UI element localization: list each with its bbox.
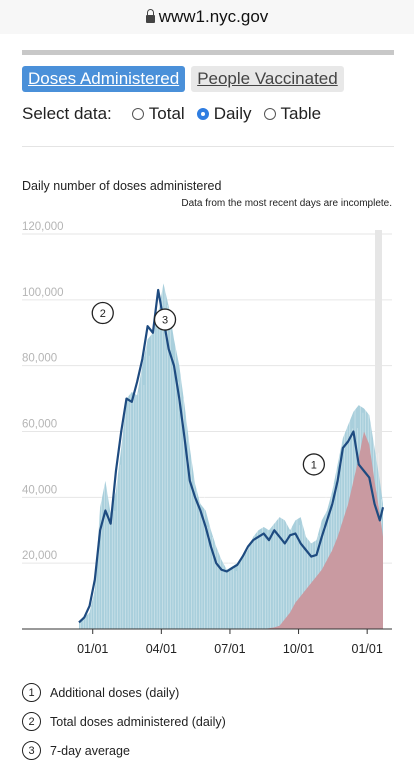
y-tick-label: 80,000 bbox=[22, 353, 57, 365]
select-data-label: Select data: bbox=[22, 104, 112, 123]
x-tick-label: 10/01 bbox=[283, 642, 314, 656]
legend-marker-2: 2 bbox=[22, 712, 41, 731]
x-tick-label: 01/01 bbox=[77, 642, 108, 656]
radio-daily-label: Daily bbox=[213, 104, 252, 123]
divider-line bbox=[22, 146, 394, 147]
y-tick-label: 60,000 bbox=[22, 419, 57, 431]
annotation-label: 1 bbox=[311, 459, 317, 471]
legend-label-additional: Additional doses (daily) bbox=[50, 685, 180, 700]
annotation-marker bbox=[91, 301, 114, 325]
radio-table-label: Table bbox=[280, 104, 322, 123]
y-tick-label: 100,000 bbox=[22, 287, 64, 299]
address-bar[interactable]: www1.nyc.gov bbox=[0, 0, 414, 34]
tab-people-vaccinated[interactable]: People Vaccinated bbox=[191, 66, 344, 92]
annotation-marker bbox=[153, 308, 177, 331]
y-tick-label: 20,000 bbox=[22, 550, 57, 562]
annotation-marker bbox=[302, 453, 326, 476]
url-text: www1.nyc.gov bbox=[158, 7, 269, 26]
lock-icon bbox=[145, 9, 155, 23]
radio-table[interactable]: Table bbox=[263, 104, 322, 124]
legend-item-total: 2 Total doses administered (daily) bbox=[22, 707, 226, 736]
series-additional-doses-area bbox=[263, 431, 383, 629]
x-tick-label: 01/01 bbox=[352, 642, 383, 656]
section-divider bbox=[22, 50, 394, 55]
radio-total-label: Total bbox=[148, 104, 185, 123]
legend-marker-1: 1 bbox=[22, 683, 41, 702]
legend-label-total: Total doses administered (daily) bbox=[50, 714, 226, 729]
y-tick-label: 120,000 bbox=[22, 221, 64, 233]
chart-title: Daily number of doses administered bbox=[22, 179, 222, 193]
series-total-doses-area bbox=[79, 283, 383, 629]
legend-item-average: 3 7-day average bbox=[22, 736, 226, 765]
radio-table-circle-icon[interactable] bbox=[263, 108, 276, 120]
annotation-label: 3 bbox=[162, 315, 168, 327]
chart-legend: 1 Additional doses (daily) 2 Total doses… bbox=[22, 678, 226, 765]
x-tick-label: 07/01 bbox=[214, 642, 245, 656]
chart-note: Data from the most recent days are incom… bbox=[181, 198, 392, 209]
series-7day-average-line bbox=[78, 288, 385, 624]
y-tick-label: 40,000 bbox=[22, 484, 57, 496]
legend-marker-3: 3 bbox=[22, 741, 41, 760]
data-selector: Select data: Total Daily Table bbox=[22, 104, 333, 124]
radio-daily[interactable]: Daily bbox=[196, 104, 252, 124]
incomplete-data-band bbox=[375, 230, 382, 629]
tab-bar: Doses Administered People Vaccinated bbox=[22, 66, 344, 92]
radio-total-circle-icon[interactable] bbox=[131, 108, 144, 120]
doses-chart[interactable]: 20,000 40,000 60,000 80,000 100,000 120,000 01… bbox=[0, 210, 414, 665]
radio-daily-circle-icon[interactable] bbox=[196, 108, 209, 120]
tab-doses-administered[interactable]: Doses Administered bbox=[22, 66, 186, 92]
radio-total[interactable]: Total bbox=[131, 104, 185, 124]
legend-item-additional: 1 Additional doses (daily) bbox=[22, 678, 226, 707]
x-tick-label: 04/01 bbox=[146, 642, 177, 656]
annotation-label: 2 bbox=[100, 308, 106, 320]
legend-label-average: 7-day average bbox=[50, 743, 130, 758]
